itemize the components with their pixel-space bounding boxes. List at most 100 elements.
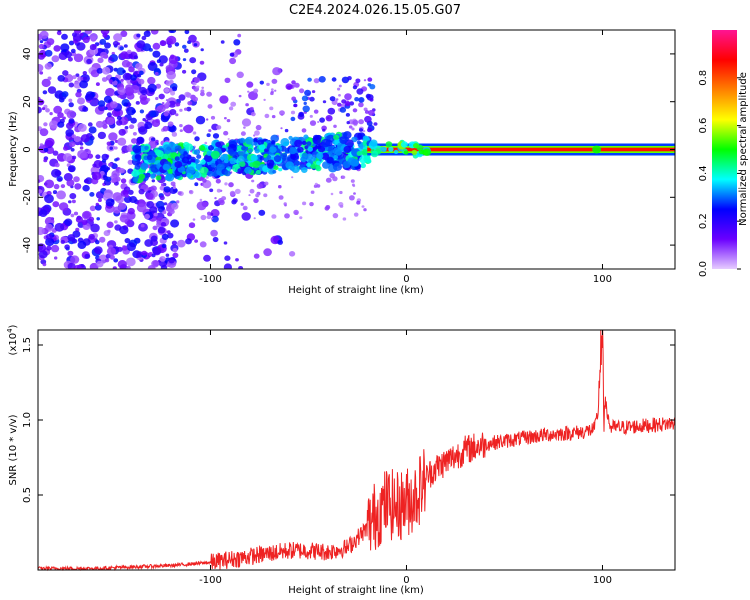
spectrogram-blob <box>70 213 75 218</box>
spectrogram-blob <box>114 146 118 150</box>
spectrogram-blob <box>144 145 149 150</box>
spectrogram-blob <box>168 100 177 108</box>
spectrogram-blob <box>230 52 235 57</box>
spectrogram-blob <box>321 138 331 148</box>
spectrogram-blob <box>195 115 206 125</box>
spectrogram-blob <box>207 104 213 109</box>
spectrogram-blob <box>315 160 322 166</box>
spectrogram-blob <box>356 200 361 205</box>
spectrogram-blob <box>207 211 212 216</box>
spectrogram-blob <box>335 98 339 101</box>
spectrogram-blob <box>203 254 211 262</box>
spectrogram-blob <box>106 247 117 256</box>
spectrogram-blob <box>95 240 100 245</box>
spectrogram-blob <box>52 150 59 156</box>
spectrogram-y-ticks: -40 -20 0 20 40 <box>22 48 675 253</box>
spectrogram-blob <box>136 33 141 38</box>
spectrogram-blob <box>371 150 379 158</box>
spectrogram-blob <box>294 82 300 88</box>
spectrogram-blob <box>175 102 181 107</box>
spectrogram-blob <box>120 78 124 82</box>
spectrogram-blob <box>141 89 148 96</box>
spectrogram-blob <box>141 35 147 41</box>
spectrogram-blob <box>285 83 293 90</box>
spectrogram-blob <box>67 234 76 242</box>
spectrogram-blob <box>150 30 159 35</box>
spectrogram-blob <box>53 105 63 114</box>
spectrogram-blob <box>105 198 115 207</box>
spectrogram-blob <box>272 169 277 174</box>
spectrogram-blob <box>38 53 45 60</box>
spectrogram-blob <box>248 148 253 153</box>
spectrogram-blob <box>163 186 171 193</box>
spectrogram-blob <box>254 148 260 154</box>
spectrogram-blob <box>368 109 375 116</box>
spectrogram-blob <box>353 192 356 195</box>
spectrogram-blob <box>126 92 135 100</box>
spectrogram-blob <box>332 162 343 171</box>
spectrogram-blob <box>251 179 255 183</box>
spectrogram-blob <box>57 177 63 182</box>
spectrogram-blob <box>151 260 160 268</box>
spectrogram-blob <box>106 141 112 146</box>
spectrogram-blob <box>339 107 347 113</box>
spectrogram-blob <box>64 244 70 250</box>
spectrogram-blob <box>77 123 87 132</box>
spectrogram-blob <box>212 133 220 139</box>
spectrogram-blob <box>38 106 42 114</box>
spectrogram-blob <box>151 78 156 83</box>
spectrogram-blob <box>174 145 182 152</box>
spectrogram-blob <box>206 170 214 177</box>
spectrogram-blob <box>170 30 177 34</box>
spectrogram-blob <box>43 147 49 153</box>
spectrogram-blob <box>215 141 222 148</box>
spectrogram-blob <box>163 202 168 206</box>
spectrogram-blob <box>165 101 171 107</box>
spectrogram-blob <box>147 76 156 85</box>
spectrogram-blob <box>131 138 138 144</box>
spectrogram-blob <box>173 186 176 190</box>
spectrogram-blob <box>204 141 208 145</box>
spectrogram-blob <box>403 150 409 155</box>
spectrogram-blob <box>216 188 221 193</box>
spectrogram-blob <box>258 209 266 216</box>
spectrogram-blob <box>304 89 312 96</box>
spectrogram-blob <box>171 240 177 246</box>
spectrogram-blob <box>67 250 74 257</box>
spectrogram-blob <box>369 139 378 147</box>
spectrogram-blob <box>96 67 104 74</box>
spectrogram-blob <box>147 83 157 93</box>
spectrogram-blob <box>189 190 193 194</box>
spectrogram-blob <box>151 253 156 258</box>
spectrogram-blob <box>88 216 95 222</box>
spectrogram-blob <box>140 162 149 170</box>
spectrogram-blob <box>152 225 158 231</box>
spectrogram-blob <box>61 33 68 40</box>
spectrogram-blob <box>150 137 156 142</box>
spectrogram-blob <box>71 134 77 139</box>
snr-x-ticks: -100 0 100 <box>199 330 612 586</box>
spectrogram-blob <box>60 239 66 244</box>
spectrogram-blob <box>44 194 54 204</box>
spectrogram-blob <box>92 171 102 181</box>
spectrogram-blob <box>297 146 304 153</box>
colorbar-tick-label: 0.0 <box>698 261 709 277</box>
spectrogram-blob <box>39 71 44 75</box>
spectrogram-blob <box>316 152 324 160</box>
spectrogram-blob <box>178 94 186 101</box>
snr-y-tick-label: 1.0 <box>22 412 33 428</box>
spectrogram-blob <box>322 100 327 104</box>
spectrogram-blob <box>105 176 112 182</box>
spectrogram-blob <box>119 225 129 235</box>
spectrogram-blob <box>144 121 153 129</box>
spectrogram-blob <box>186 106 192 112</box>
spectrogram-blob <box>318 76 326 83</box>
spectrogram-blob <box>52 201 60 208</box>
spectrogram-blob <box>166 146 171 151</box>
spectrogram-blob <box>322 128 326 132</box>
spectrogram-blob <box>139 109 145 114</box>
spectrogram-blob <box>101 77 108 82</box>
spectrogram-blob <box>124 126 129 130</box>
spectrogram-blob <box>282 153 288 158</box>
spectrogram-blob <box>64 218 73 226</box>
